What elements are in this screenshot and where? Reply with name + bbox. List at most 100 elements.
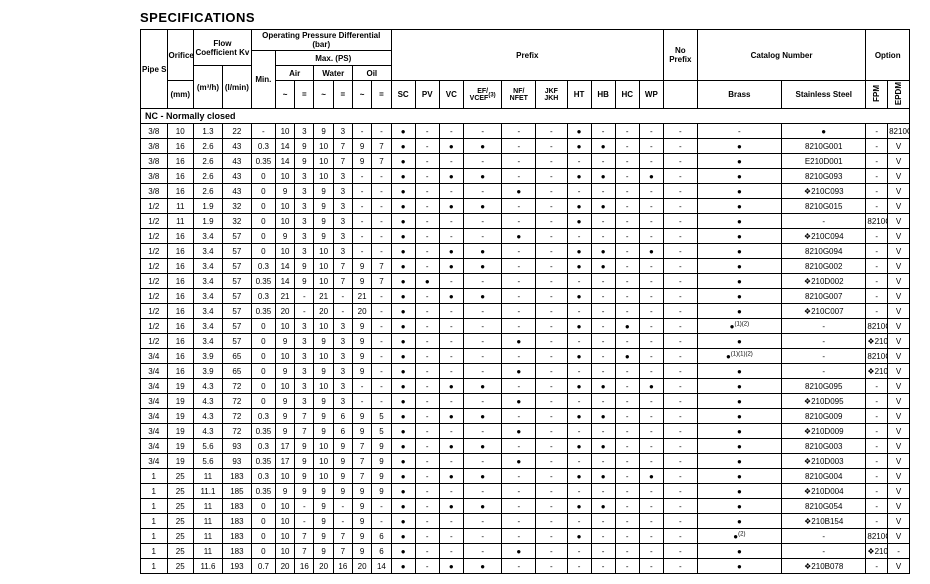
cell: ●	[502, 229, 536, 244]
cell: ●	[415, 274, 439, 289]
cell: 93	[222, 439, 251, 454]
table-row: 1/2163.45701031039-●-----●-●--●(1)(2)-82…	[141, 319, 910, 334]
cell: 6	[333, 409, 352, 424]
cell: -	[591, 394, 615, 409]
cell: 11.1	[194, 484, 223, 499]
cell: 9	[314, 544, 333, 559]
cell: -	[439, 214, 463, 229]
cell: 9	[353, 274, 372, 289]
cell: -	[536, 304, 567, 319]
h-air: Air	[275, 66, 314, 81]
cell: -	[372, 394, 391, 409]
cell: ●	[502, 454, 536, 469]
cell: 0	[251, 244, 275, 259]
cell: 10	[275, 199, 294, 214]
cell: ●	[567, 139, 591, 154]
cell: -	[372, 364, 391, 379]
cell: 4.3	[194, 379, 223, 394]
cell: -	[415, 499, 439, 514]
cell: 9	[353, 334, 372, 349]
cell: ●	[439, 499, 463, 514]
h-stainless: Stainless Steel	[782, 81, 866, 109]
table-row: 3/4194.37209393--●---●------●❖210D095-V	[141, 394, 910, 409]
cell-stainless: 8210G015	[782, 199, 866, 214]
cell: 25	[167, 499, 194, 514]
cell: -	[536, 469, 567, 484]
cell: 9	[372, 439, 391, 454]
cell: -	[615, 409, 639, 424]
cell: -	[663, 469, 697, 484]
cell: 9	[314, 334, 333, 349]
cell: ●	[391, 169, 415, 184]
cell: 3.4	[194, 244, 223, 259]
cell: -	[663, 214, 697, 229]
cell: ●	[439, 439, 463, 454]
cell: 9	[295, 469, 314, 484]
cell: 9	[372, 484, 391, 499]
cell: ●	[439, 244, 463, 259]
cell: -	[463, 124, 502, 139]
cell: -	[639, 544, 663, 559]
cell: 19	[167, 424, 194, 439]
cell: 10	[275, 349, 294, 364]
cell: 3/4	[141, 349, 168, 364]
cell: ●	[567, 439, 591, 454]
cell: -	[639, 499, 663, 514]
cell: -	[502, 289, 536, 304]
cell: -	[866, 184, 888, 199]
cell: ●	[391, 394, 415, 409]
cell: 10	[314, 139, 333, 154]
cell: 14	[275, 259, 294, 274]
cell: 0.7	[251, 559, 275, 574]
cell: -	[372, 184, 391, 199]
cell: 9	[372, 469, 391, 484]
cell-brass: ●(1)(1)(2)	[697, 349, 781, 364]
cell: V	[888, 319, 910, 334]
cell: -	[502, 319, 536, 334]
cell: 9	[353, 424, 372, 439]
cell: -	[463, 229, 502, 244]
cell: -	[615, 454, 639, 469]
cell: ●	[439, 169, 463, 184]
cell: -	[591, 229, 615, 244]
cell: -	[415, 514, 439, 529]
cell: 20	[314, 304, 333, 319]
cell: -	[866, 229, 888, 244]
cell: 9	[353, 139, 372, 154]
cell: 9	[275, 394, 294, 409]
cell: 10	[275, 499, 294, 514]
cell: -	[591, 544, 615, 559]
cell: ●	[463, 499, 502, 514]
cell: -	[439, 529, 463, 544]
cell: 16	[167, 244, 194, 259]
h-hb: HB	[591, 81, 615, 109]
cell: -	[639, 559, 663, 574]
cell: -	[536, 274, 567, 289]
cell: V	[888, 334, 910, 349]
cell: 9	[333, 469, 352, 484]
cell: 2.6	[194, 184, 223, 199]
cell: 9	[295, 484, 314, 499]
cell: 10	[275, 469, 294, 484]
table-row: 1/2111.932010393--●-●●--●●---●8210G015-V	[141, 199, 910, 214]
cell: 16	[167, 304, 194, 319]
cell: 16	[167, 274, 194, 289]
cell: -	[415, 214, 439, 229]
cell: ●	[567, 469, 591, 484]
cell: -	[536, 454, 567, 469]
table-row: 3/4195.6930.3517910979●---●------●❖210D0…	[141, 454, 910, 469]
cell: -	[591, 454, 615, 469]
cell: 65	[222, 349, 251, 364]
cell: 4.3	[194, 409, 223, 424]
cell: -	[615, 499, 639, 514]
cell: -	[536, 184, 567, 199]
cell: -	[639, 349, 663, 364]
cell: -	[639, 139, 663, 154]
cell: -	[415, 334, 439, 349]
cell: 9	[275, 424, 294, 439]
cell: ●	[439, 289, 463, 304]
cell: -	[372, 244, 391, 259]
cell: 57	[222, 244, 251, 259]
cell: -	[615, 124, 639, 139]
cell: ●	[391, 289, 415, 304]
